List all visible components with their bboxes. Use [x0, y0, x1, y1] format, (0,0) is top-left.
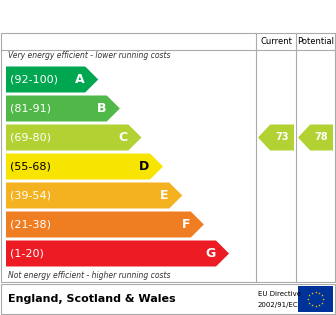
Polygon shape [298, 124, 333, 151]
Text: (1-20): (1-20) [10, 249, 44, 259]
Text: (21-38): (21-38) [10, 220, 51, 230]
Polygon shape [6, 95, 120, 122]
Text: (69-80): (69-80) [10, 133, 51, 142]
Text: (55-68): (55-68) [10, 162, 51, 171]
Text: Energy Efficiency Rating: Energy Efficiency Rating [10, 9, 220, 24]
Text: 78: 78 [315, 133, 328, 142]
Text: 73: 73 [275, 133, 289, 142]
Polygon shape [6, 182, 182, 209]
Polygon shape [6, 66, 98, 93]
Polygon shape [6, 153, 163, 180]
Text: England, Scotland & Wales: England, Scotland & Wales [8, 294, 176, 304]
Text: F: F [181, 218, 190, 231]
Text: 2002/91/EC: 2002/91/EC [258, 302, 299, 308]
Text: G: G [205, 247, 215, 260]
Text: Current: Current [260, 37, 292, 45]
Text: (81-91): (81-91) [10, 104, 51, 113]
Text: (39-54): (39-54) [10, 191, 51, 201]
Text: (92-100): (92-100) [10, 75, 58, 84]
Text: EU Directive: EU Directive [258, 291, 301, 297]
Bar [298, 286, 333, 312]
Polygon shape [6, 240, 229, 266]
Polygon shape [6, 211, 204, 238]
Text: E: E [160, 189, 169, 202]
Text: Very energy efficient - lower running costs: Very energy efficient - lower running co… [8, 50, 170, 60]
Polygon shape [6, 124, 141, 151]
Text: B: B [97, 102, 106, 115]
Polygon shape [258, 124, 294, 151]
Text: Potential: Potential [297, 37, 334, 45]
Text: Not energy efficient - higher running costs: Not energy efficient - higher running co… [8, 271, 170, 279]
Text: D: D [139, 160, 149, 173]
Text: A: A [75, 73, 85, 86]
Text: C: C [119, 131, 128, 144]
